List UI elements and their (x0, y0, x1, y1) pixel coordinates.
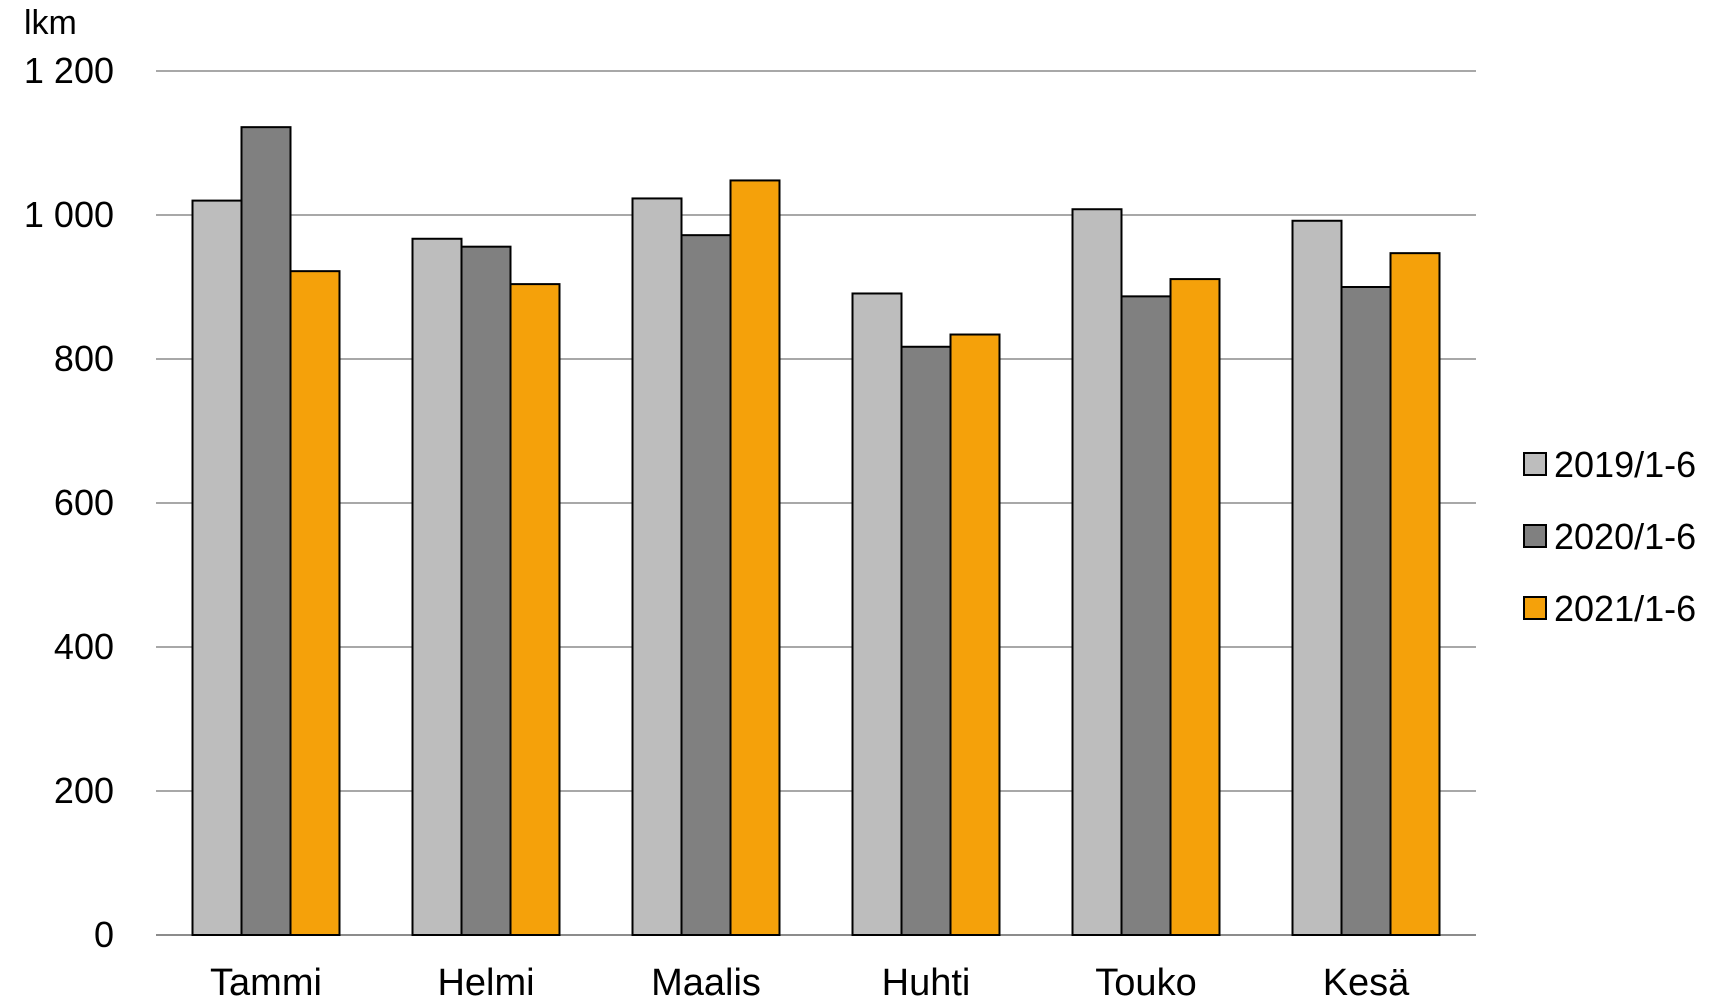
bar (289, 270, 341, 937)
bar-groups (191, 126, 1441, 937)
bar (1071, 208, 1123, 937)
bar (1389, 252, 1441, 937)
y-tick-label: 400 (54, 626, 114, 667)
bar (631, 197, 683, 936)
bar (509, 283, 561, 936)
bar (191, 199, 243, 937)
bar-group (191, 126, 341, 937)
legend-swatch (1523, 524, 1547, 548)
x-tick-label: Tammi (210, 962, 322, 1004)
x-tick-label: Maalis (651, 962, 761, 1004)
bar (900, 345, 952, 936)
bar (680, 234, 732, 937)
x-tick-label: Kesä (1323, 962, 1410, 1004)
legend-swatch (1523, 452, 1547, 476)
y-tick-label: 1 200 (24, 50, 114, 91)
y-axis-ticks: 0 200 400 600 800 1 000 1 200 (24, 50, 114, 955)
gridlines (156, 70, 1476, 936)
bar (851, 292, 903, 937)
bar (1291, 219, 1343, 936)
bar-group (631, 179, 781, 937)
y-tick-label: 200 (54, 770, 114, 811)
bar (729, 179, 781, 936)
y-tick-label: 800 (54, 338, 114, 379)
y-tick-label: 1 000 (24, 194, 114, 235)
y-tick-label: 600 (54, 482, 114, 523)
bar (1340, 286, 1392, 936)
x-axis-labels: Tammi Helmi Maalis Huhti Touko Kesä (210, 962, 1410, 1004)
bar-group (1071, 208, 1221, 937)
x-tick-label: Huhti (882, 962, 971, 1004)
x-tick-label: Touko (1095, 962, 1196, 1004)
bar-group (1291, 219, 1441, 937)
bar (240, 126, 292, 937)
bar (1169, 278, 1221, 936)
legend-item: 2019/1-6 (1523, 444, 1696, 485)
bar (460, 245, 512, 936)
bar (1120, 295, 1172, 936)
legend-swatch (1523, 596, 1547, 620)
bar (949, 333, 1001, 936)
legend-item: 2021/1-6 (1523, 588, 1696, 629)
bar-group (411, 237, 561, 936)
legend-label: 2021/1-6 (1554, 588, 1696, 629)
legend-item: 2020/1-6 (1523, 516, 1696, 557)
bar-group (851, 292, 1001, 937)
legend-label: 2020/1-6 (1554, 516, 1696, 557)
y-tick-label: 0 (94, 914, 114, 955)
legend: 2019/1-6 2020/1-6 2021/1-6 (1523, 444, 1696, 629)
y-axis-unit-label: lkm (24, 4, 77, 42)
x-tick-label: Helmi (437, 962, 534, 1004)
bar (411, 237, 463, 936)
legend-label: 2019/1-6 (1554, 444, 1696, 485)
